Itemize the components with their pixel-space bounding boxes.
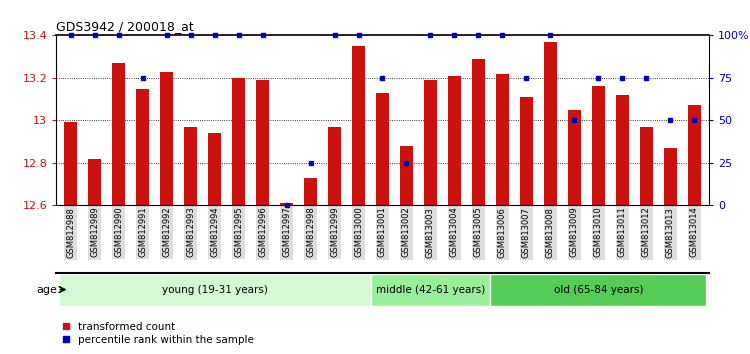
Bar	[232, 78, 245, 205]
Bar	[160, 72, 173, 205]
Bar	[184, 127, 197, 205]
Text: age: age	[37, 285, 58, 295]
Bar	[592, 86, 605, 205]
Bar	[688, 105, 701, 205]
Bar	[544, 42, 557, 205]
Bar	[304, 178, 317, 205]
FancyBboxPatch shape	[58, 274, 370, 306]
Bar	[448, 76, 461, 205]
Bar	[64, 122, 77, 205]
Bar	[616, 95, 629, 205]
Bar	[352, 46, 365, 205]
Text: old (65-84 years): old (65-84 years)	[554, 285, 644, 295]
Bar	[568, 110, 581, 205]
Text: GDS3942 / 200018_at: GDS3942 / 200018_at	[56, 20, 194, 33]
Legend: transformed count, percentile rank within the sample: transformed count, percentile rank withi…	[62, 322, 254, 345]
FancyBboxPatch shape	[370, 274, 490, 306]
Bar	[208, 133, 221, 205]
Bar	[88, 159, 101, 205]
Bar	[664, 148, 677, 205]
Bar	[520, 97, 533, 205]
Text: young (19-31 years): young (19-31 years)	[162, 285, 268, 295]
Bar	[376, 93, 389, 205]
FancyBboxPatch shape	[490, 274, 706, 306]
Bar	[424, 80, 437, 205]
Bar	[472, 59, 485, 205]
Bar	[328, 127, 341, 205]
Bar	[496, 74, 509, 205]
Bar	[112, 63, 125, 205]
Bar	[400, 146, 413, 205]
Bar	[640, 127, 653, 205]
Text: middle (42-61 years): middle (42-61 years)	[376, 285, 485, 295]
Bar	[136, 88, 149, 205]
Bar	[256, 80, 269, 205]
Bar	[280, 203, 293, 205]
